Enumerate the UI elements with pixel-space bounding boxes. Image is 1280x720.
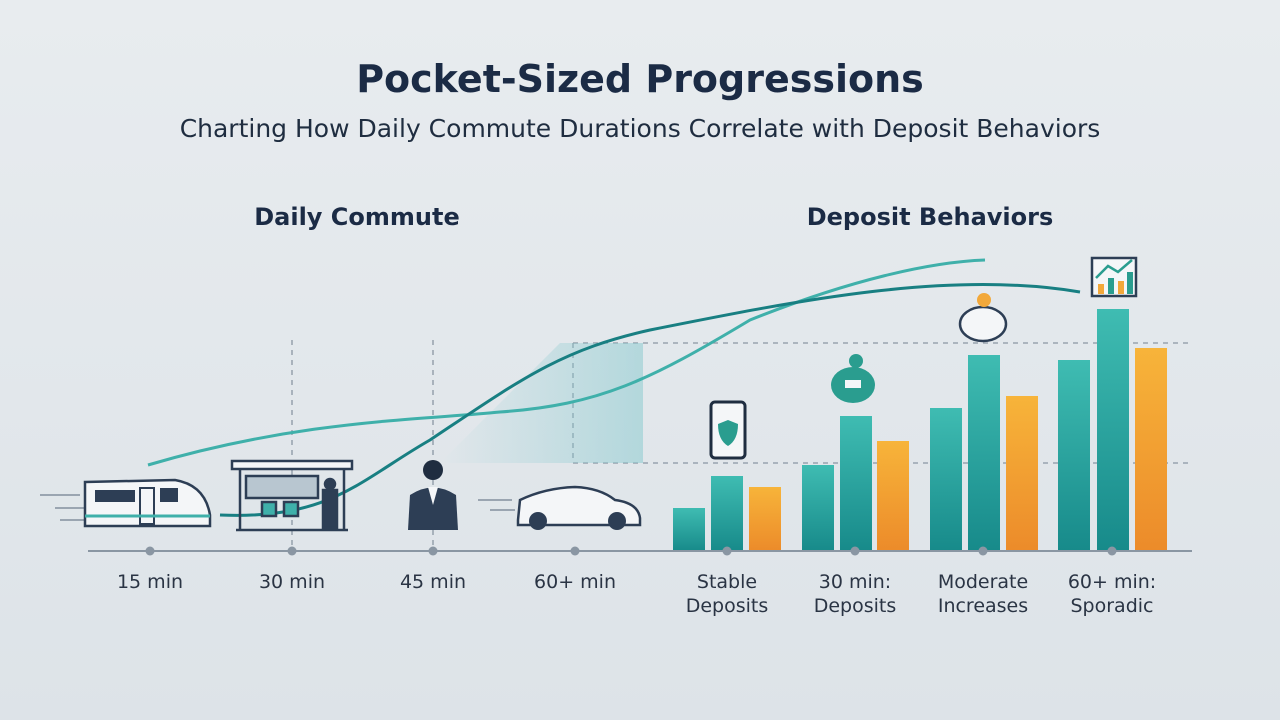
- section-heading: Daily Commute: [254, 203, 460, 231]
- deposit-label: 60+ min:: [1068, 571, 1156, 593]
- bus-stop-icon: [230, 459, 354, 532]
- deposit-label: 30 min:: [819, 571, 891, 593]
- car-icon: [478, 485, 642, 530]
- commute-label: 45 min: [400, 571, 466, 593]
- axis-dots: [145, 546, 1117, 556]
- shaded-area: [440, 343, 643, 463]
- piggy-bank-icon: [958, 293, 1008, 343]
- bars: [673, 309, 1167, 551]
- commute-label: 15 min: [117, 571, 183, 593]
- commute-label: 30 min: [259, 571, 325, 593]
- phone-icon: [709, 400, 747, 460]
- trend-curve: [147, 258, 986, 467]
- deposit-label: Deposits: [814, 595, 897, 617]
- deposit-label: Stable: [697, 571, 757, 593]
- title: Pocket-Sized Progressions: [356, 57, 924, 101]
- section-heading: Deposit Behaviors: [807, 203, 1054, 231]
- deposit-label: Deposits: [686, 595, 769, 617]
- deposit-label: Moderate: [938, 571, 1028, 593]
- deposit-label: Sporadic: [1071, 595, 1154, 617]
- subtitle: Charting How Daily Commute Durations Cor…: [180, 114, 1101, 143]
- person-icon: [408, 460, 458, 530]
- train-icon: [40, 478, 212, 528]
- deposit-label: Increases: [938, 595, 1028, 617]
- piggy-bank-icon: [831, 354, 875, 403]
- growth-chart-icon: [1090, 256, 1138, 298]
- trend-curve: [219, 282, 1081, 517]
- commute-label: 60+ min: [534, 571, 616, 593]
